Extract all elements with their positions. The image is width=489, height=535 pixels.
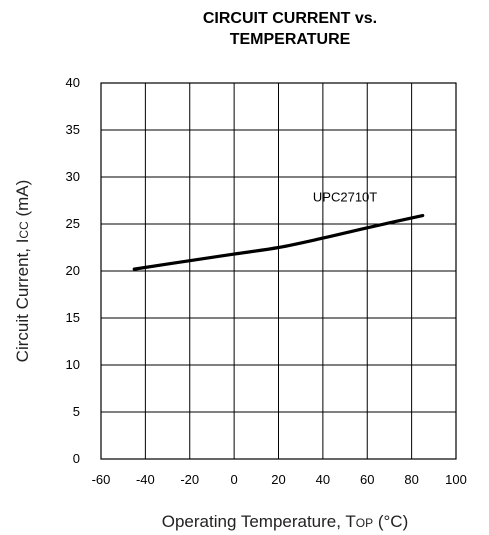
- x-tick-label: 20: [271, 472, 285, 487]
- x-tick-label: 40: [316, 472, 330, 487]
- y-tick-label: 15: [66, 310, 80, 325]
- x-tick-label: -40: [136, 472, 155, 487]
- x-axis-label-sub: OP: [356, 516, 373, 530]
- y-tick-label: 0: [73, 451, 80, 466]
- x-tick-label: -60: [92, 472, 111, 487]
- x-tick-label: 0: [231, 472, 238, 487]
- x-tick-label: 100: [445, 472, 467, 487]
- x-axis-label-main: Operating Temperature, T: [162, 512, 356, 531]
- series-label-upc2710t: UPC2710T: [313, 189, 377, 204]
- y-tick-label: 30: [66, 169, 80, 184]
- y-tick-label: 40: [66, 75, 80, 90]
- y-axis-label: Circuit Current, ICC (mA): [13, 180, 32, 363]
- chart-title-line-2: TEMPERATURE: [229, 31, 351, 48]
- x-tick-label: 60: [360, 472, 374, 487]
- x-axis-label: Operating Temperature, TOP (°C): [162, 512, 409, 531]
- y-axis-label-unit: (mA): [13, 180, 32, 222]
- y-tick-label: 35: [66, 122, 80, 137]
- y-axis-label-sub: CC: [17, 221, 31, 239]
- y-tick-label: 5: [73, 404, 80, 419]
- y-tick-label: 10: [66, 357, 80, 372]
- series-line-upc2710t: [132, 213, 425, 271]
- x-tick-label: -20: [180, 472, 199, 487]
- chart-title: CIRCUIT CURRENT vs. TEMPERATURE: [90, 8, 489, 50]
- series-layer: UPC2710T: [132, 189, 425, 271]
- chart-grid: [101, 83, 456, 459]
- y-axis-label-main: Circuit Current, I: [13, 239, 32, 363]
- y-tick-label: 25: [66, 216, 80, 231]
- y-tick-labels: 0 5 10 15 20 25 30 35 40: [66, 75, 80, 466]
- y-tick-label: 20: [66, 263, 80, 278]
- chart-title-line-1: CIRCUIT CURRENT vs.: [202, 10, 378, 27]
- x-axis-label-unit: (°C): [373, 512, 408, 531]
- x-tick-labels: -60 -40 -20 0 20 40 60 80 100: [92, 472, 467, 487]
- plot-frame: [100, 82, 457, 460]
- x-tick-label: 80: [404, 472, 418, 487]
